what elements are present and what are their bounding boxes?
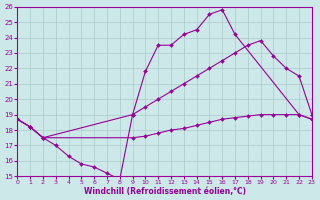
X-axis label: Windchill (Refroidissement éolien,°C): Windchill (Refroidissement éolien,°C): [84, 187, 245, 196]
